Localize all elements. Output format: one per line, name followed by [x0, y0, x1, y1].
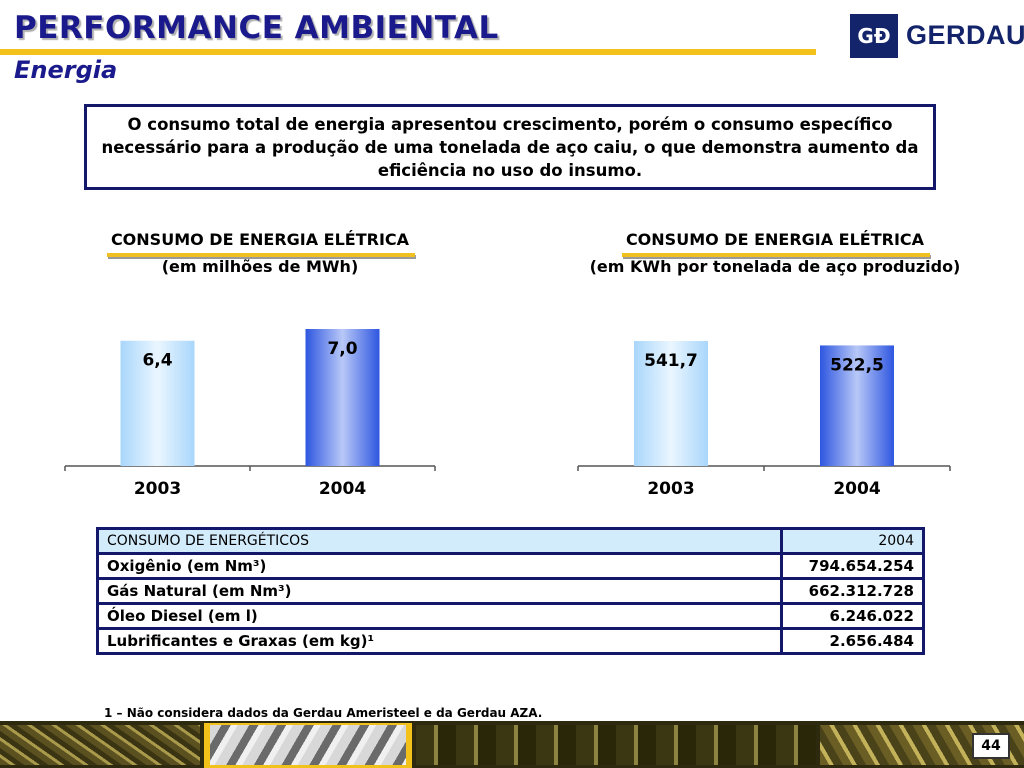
chart-bar [634, 341, 708, 466]
chart1-svg: 6,4 2003 7,0 2004 [64, 329, 436, 499]
chart-bar [820, 345, 894, 466]
chart-bar [120, 340, 195, 466]
table-cell-value: 662.312.728 [780, 577, 925, 605]
chart2-title: CONSUMO DE ENERGIA ELÉTRICA [621, 230, 931, 257]
chart1-subtitle: (em milhões de MWh) [161, 257, 359, 276]
page-title: PERFORMANCE AMBIENTAL [14, 10, 499, 46]
footer-image-building [416, 725, 816, 765]
table-header-row: CONSUMO DE ENERGÉTICOS 2004 [96, 527, 925, 555]
chart2-header: CONSUMO DE ENERGIA ELÉTRICA (em KWh por … [530, 230, 1020, 276]
table-header-label: CONSUMO DE ENERGÉTICOS [96, 527, 783, 555]
data-label: 541,7 [644, 351, 698, 371]
logo-mark-icon: GÐ [850, 14, 898, 58]
chart1-title: CONSUMO DE ENERGIA ELÉTRICA [106, 230, 416, 257]
footnote: 1 – Não considera dados da Gerdau Ameris… [104, 706, 543, 720]
chart2-subtitle: (em KWh por tonelada de aço produzido) [589, 257, 961, 276]
data-label: 7,0 [327, 339, 357, 359]
table-row: Gás Natural (em Nm³) 662.312.728 [96, 577, 925, 605]
table-header-year: 2004 [780, 527, 925, 555]
page-number: 44 [972, 733, 1010, 759]
x-tick-label: 2003 [647, 479, 694, 499]
x-tick-label: 2004 [319, 479, 366, 499]
table-row: Lubrificantes e Graxas (em kg)¹ 2.656.48… [96, 627, 925, 655]
page-subtitle: Energia [14, 56, 118, 84]
summary-note-text: O consumo total de energia apresentou cr… [101, 114, 919, 180]
data-label: 522,5 [830, 355, 884, 375]
summary-note: O consumo total de energia apresentou cr… [84, 104, 936, 190]
logo-wordmark: GERDAU [906, 20, 1024, 50]
table-row: Oxigênio (em Nm³) 794.654.254 [96, 552, 925, 580]
table-row: Óleo Diesel (em l) 6.246.022 [96, 602, 925, 630]
x-tick-label: 2003 [134, 479, 181, 499]
table-cell-label: Oxigênio (em Nm³) [96, 552, 783, 580]
chart2-svg: 541,7 2003 522,5 2004 [577, 341, 951, 499]
table-cell-value: 2.656.484 [780, 627, 925, 655]
table-cell-value: 794.654.254 [780, 552, 925, 580]
footer-band [0, 721, 1024, 768]
table-cell-label: Lubrificantes e Graxas (em kg)¹ [96, 627, 783, 655]
table-cell-value: 6.246.022 [780, 602, 925, 630]
chart-bar [305, 329, 380, 466]
table-cell-label: Óleo Diesel (em l) [96, 602, 783, 630]
title-underline [0, 49, 816, 55]
gerdau-logo: GÐ GERDAU [850, 14, 1024, 58]
footer-image-rebar [0, 725, 200, 765]
footer-image-worker [210, 725, 406, 765]
chart1-header: CONSUMO DE ENERGIA ELÉTRICA (em milhões … [40, 230, 480, 276]
table-cell-label: Gás Natural (em Nm³) [96, 577, 783, 605]
x-tick-label: 2004 [833, 479, 880, 499]
energy-table: CONSUMO DE ENERGÉTICOS 2004 Oxigênio (em… [96, 527, 925, 655]
data-label: 6,4 [142, 351, 172, 371]
